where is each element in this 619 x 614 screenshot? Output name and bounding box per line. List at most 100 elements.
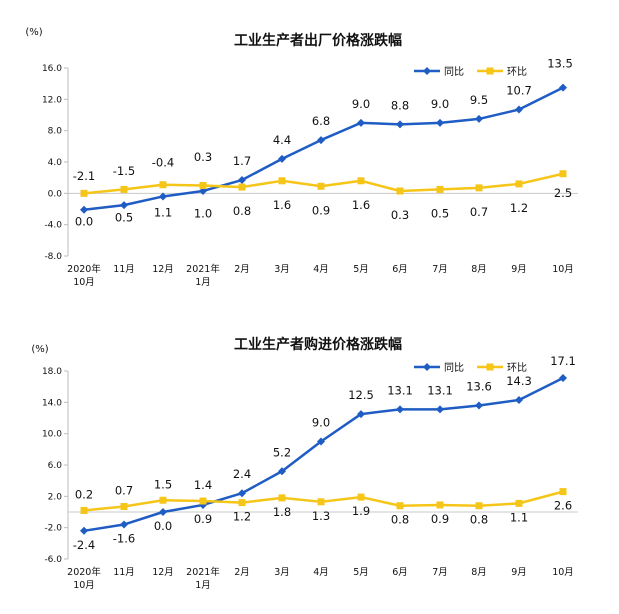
data-label: 1.1: [510, 510, 528, 524]
data-point-yoy: [159, 508, 167, 516]
data-label: 0.3: [391, 208, 409, 222]
x-tick-label: 7月: [432, 264, 448, 275]
data-point-mom: [559, 170, 567, 178]
data-label: 0.5: [431, 206, 449, 220]
x-tick-label: 1月: [195, 277, 211, 288]
data-point-mom: [80, 189, 88, 197]
x-tick-label: 7月: [432, 567, 448, 578]
data-label: 10.7: [506, 84, 532, 98]
data-label: 2.6: [554, 499, 572, 513]
data-label: 1.2: [233, 510, 251, 524]
data-label: 1.1: [154, 206, 172, 220]
chart-title: 工业生产者出厂价格涨跌幅: [234, 32, 402, 49]
x-tick-label: 4月: [313, 264, 329, 275]
x-tick-label: 8月: [471, 567, 487, 578]
data-point-mom: [436, 185, 444, 193]
data-point-yoy: [396, 405, 404, 414]
x-tick-label: 12月: [152, 567, 174, 578]
x-tick-label: 11月: [113, 567, 135, 578]
data-point-mom: [278, 494, 286, 502]
data-label: 0.7: [470, 205, 488, 219]
data-label: 0.7: [115, 484, 133, 498]
data-point-mom: [120, 503, 128, 511]
data-label: -2.4: [73, 538, 95, 552]
data-point-yoy: [357, 410, 365, 419]
data-label: 9.0: [431, 97, 449, 111]
x-tick-label: 2020年: [67, 263, 101, 275]
x-tick-label: 2月: [234, 567, 250, 578]
data-label: 0.3: [194, 150, 212, 164]
data-point-yoy: [120, 520, 128, 529]
legend-marker: [486, 363, 494, 371]
data-label: 0.9: [194, 512, 212, 526]
data-label: 0.9: [312, 203, 330, 217]
data-label: 13.1: [387, 383, 413, 397]
y-tick-label: -2.0: [44, 524, 62, 534]
data-point-yoy: [475, 401, 483, 410]
data-point-mom: [357, 177, 365, 185]
data-point-mom: [238, 499, 246, 507]
y-tick-label: 8.0: [48, 127, 63, 137]
data-point-mom: [120, 185, 128, 193]
y-tick-label: -8.0: [44, 252, 62, 262]
x-tick-label: 2月: [234, 264, 250, 275]
data-point-mom: [317, 182, 325, 190]
y-tick-label: -4.0: [44, 221, 62, 231]
x-tick-label: 1月: [195, 580, 211, 591]
data-point-yoy: [80, 526, 88, 535]
data-label: 1.5: [154, 477, 172, 491]
legend-marker: [486, 67, 494, 75]
x-tick-label: 2021年: [186, 263, 220, 275]
data-point-yoy: [559, 374, 567, 383]
data-point-mom: [559, 488, 567, 496]
data-point-mom: [159, 181, 167, 189]
y-tick-label: 0.0: [48, 189, 63, 199]
x-tick-label: 10月: [552, 567, 574, 578]
data-point-yoy: [357, 118, 365, 127]
data-point-yoy: [159, 192, 167, 201]
x-tick-label: 11月: [113, 264, 135, 275]
data-label: 5.2: [273, 445, 291, 459]
data-point-mom: [278, 177, 286, 185]
data-label: 0.8: [391, 513, 409, 527]
data-point-mom: [475, 184, 483, 192]
data-label: 9.5: [470, 93, 488, 107]
y-tick-label: 14.0: [42, 398, 62, 408]
x-tick-label: 3月: [274, 264, 290, 275]
data-point-yoy: [559, 83, 567, 92]
data-label: 1.6: [273, 198, 291, 212]
data-point-mom: [317, 498, 325, 506]
y-tick-label: 12.0: [42, 95, 62, 105]
data-label: 1.2: [510, 201, 528, 215]
data-point-mom: [515, 499, 523, 507]
x-tick-label: 6月: [392, 567, 408, 578]
x-tick-label: 8月: [471, 264, 487, 275]
y-tick-label: 16.0: [42, 64, 62, 74]
data-point-yoy: [475, 114, 483, 123]
legend-label: 环比: [507, 66, 527, 78]
x-tick-label: 9月: [511, 567, 527, 578]
y-tick-label: 4.0: [48, 158, 63, 168]
data-point-yoy: [396, 120, 404, 129]
data-label: 6.8: [312, 114, 330, 128]
unit-label: (%): [31, 344, 48, 355]
x-tick-label: 2020年: [67, 566, 101, 578]
data-point-yoy: [317, 437, 325, 446]
x-tick-label: 6月: [392, 264, 408, 275]
data-point-mom: [436, 501, 444, 509]
data-label: 1.4: [194, 478, 212, 492]
data-label: 12.5: [348, 388, 374, 402]
y-tick-label: 6.0: [48, 461, 63, 471]
data-label: 14.3: [506, 374, 532, 388]
data-point-yoy: [238, 176, 246, 185]
x-tick-label: 9月: [511, 264, 527, 275]
y-tick-label: 2.0: [48, 492, 63, 502]
data-label: 1.0: [194, 207, 212, 221]
data-point-mom: [199, 497, 207, 505]
y-tick-label: 18.0: [42, 367, 62, 377]
data-label: 1.3: [312, 509, 330, 523]
data-point-yoy: [515, 105, 523, 114]
data-label: 1.7: [233, 154, 251, 168]
